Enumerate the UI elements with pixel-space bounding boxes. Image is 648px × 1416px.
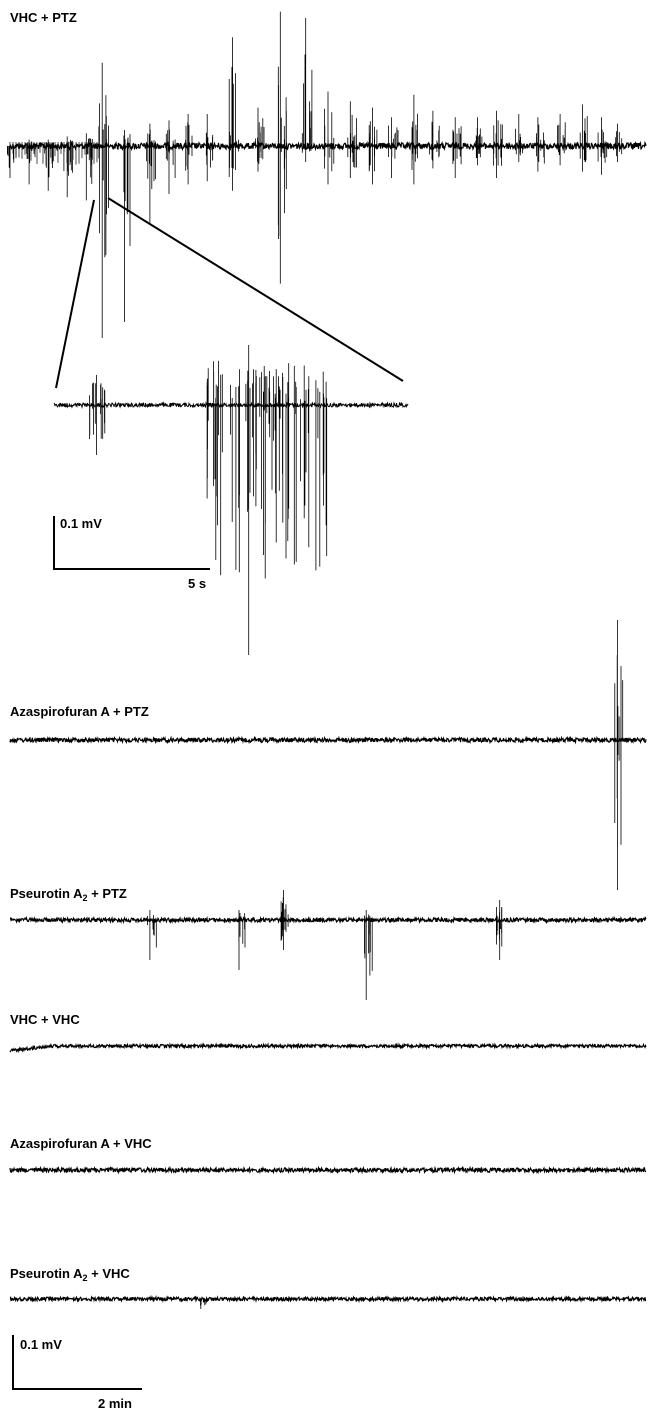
spike-burst [475,117,483,166]
spike-burst [280,890,289,950]
trace-label-vhc-ptz: VHC + PTZ [10,10,77,25]
spike-burst [206,345,328,655]
trace-inset [53,345,409,655]
spike-burst [301,18,313,162]
trace-baseline [9,915,647,925]
trace-vhc-vhc [9,1042,647,1054]
spike-burst [63,136,73,198]
inset-scale-bar: 0.1 mV 5 s [53,516,210,591]
trace-baseline [9,735,647,745]
spike-burst [185,114,193,185]
spike-burst [493,110,503,178]
spike-burst [388,117,399,178]
zoom-line-left [55,199,95,389]
spike-burst [364,910,373,1000]
spike-burst [277,11,287,284]
trace-pseurotin-vhc [9,1294,647,1309]
spike-burst [199,1299,208,1309]
trace-label-azaspirofuran-vhc: Azaspirofuran A + VHC [10,1136,152,1151]
spike-burst [26,139,36,185]
spike-burst [98,62,109,338]
spike-burst [123,130,131,322]
main-scale-time-label: 2 min [98,1396,132,1411]
main-scale-bar: 0.1 mV 2 min [12,1335,142,1411]
trace-label-vhc-vhc: VHC + VHC [10,1012,80,1027]
spike-burst [614,620,624,890]
spike-burst [324,91,335,185]
spike-burst [429,110,440,169]
spike-burst [205,114,214,182]
inset-scale-voltage-label: 0.1 mV [60,516,102,531]
trace-label-pseurotin-vhc: Pseurotin A2 + VHC [10,1266,130,1283]
spike-burst [579,104,588,172]
spike-burst [496,900,503,960]
trace-azaspirofuran-vhc [9,1165,647,1175]
main-scale-voltage-label: 0.1 mV [20,1337,62,1352]
spike-burst [147,910,157,960]
spike-burst [255,107,265,172]
spike-burst [89,375,106,455]
trace-baseline [9,1165,647,1175]
trace-pseurotin-ptz [9,890,647,1000]
spike-burst [515,114,523,162]
spike-burst [146,123,156,223]
spike-burst [411,94,418,185]
spike-burst [44,139,54,191]
spike-burst [228,37,239,191]
spike-burst [536,117,545,172]
trace-baseline [9,1294,647,1304]
trace-vhc-ptz [7,11,647,338]
spike-burst [452,117,462,178]
trace-label-pseurotin-ptz: Pseurotin A2 + PTZ [10,886,127,903]
spike-burst [597,117,608,175]
spike-burst [347,101,357,178]
spike-burst [165,120,176,194]
spike-burst [85,133,93,201]
zoom-line-right [107,197,404,382]
trace-azaspirofuran-ptz [9,620,647,890]
trace-label-azaspirofuran-ptz: Azaspirofuran A + PTZ [10,704,149,719]
spike-burst [368,107,378,185]
inset-scale-time-label: 5 s [188,576,206,591]
spike-burst [238,910,246,970]
spike-burst [557,114,566,166]
trace-baseline [9,1042,647,1054]
spike-burst [7,146,17,178]
spike-burst [614,123,623,162]
